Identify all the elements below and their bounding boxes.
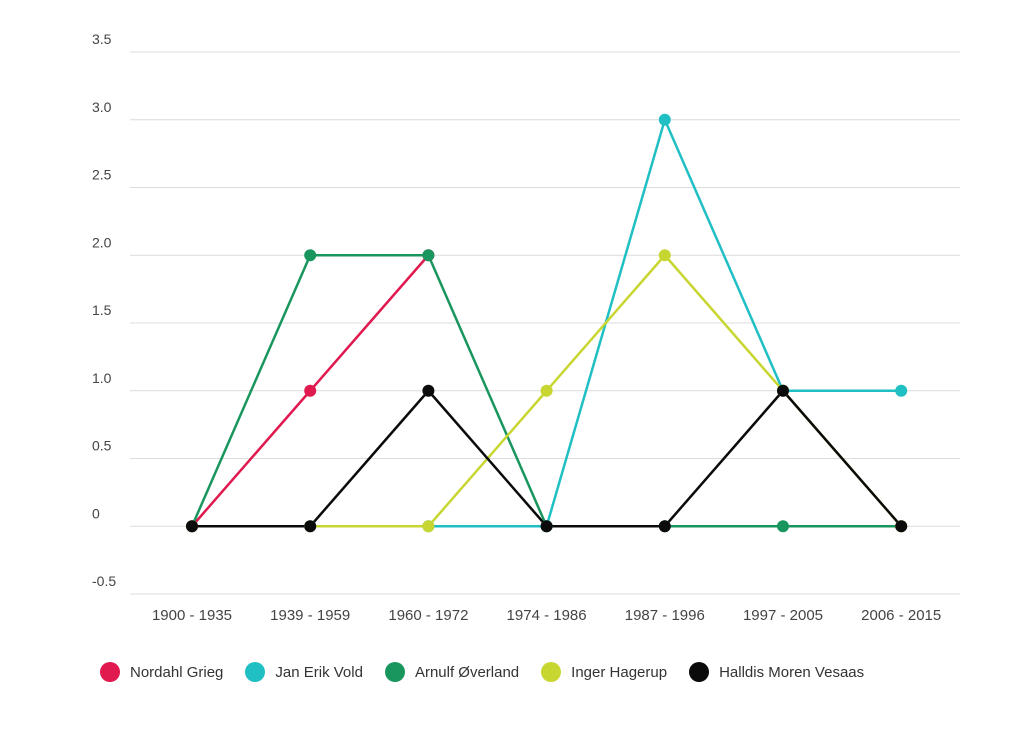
data-point <box>422 249 435 262</box>
legend: Nordahl Grieg Jan Erik Vold Arnulf Øverlan… <box>100 662 864 682</box>
data-point <box>777 520 789 533</box>
data-point <box>658 249 671 262</box>
data-point <box>777 384 789 397</box>
legend-label: Jan Erik Vold <box>275 663 363 681</box>
data-point <box>895 520 908 533</box>
data-point <box>540 520 553 533</box>
data-point <box>186 520 198 533</box>
x-tick-label: 1997 - 2005 <box>743 607 823 624</box>
y-tick-label: 3.5 <box>92 31 112 47</box>
x-tick-label: 1939 - 1959 <box>270 607 350 624</box>
x-axis-ticks: 1900 - 1935 1939 - 1959 1960 - 1972 1974 - … <box>152 607 941 624</box>
data-point <box>895 384 908 397</box>
y-tick-label: 2.0 <box>92 234 112 250</box>
legend-item: Arnulf Øverland <box>384 662 520 682</box>
grid-lines <box>130 51 960 595</box>
data-point <box>422 520 435 533</box>
data-point <box>658 113 671 126</box>
y-tick-label: 2.5 <box>92 167 112 183</box>
legend-item: Inger Hagerup <box>541 662 667 682</box>
legend-label: Halldis Moren Vesaas <box>719 663 865 681</box>
x-tick-label: 1987 - 1996 <box>625 607 705 624</box>
legend-label: Nordahl Grieg <box>130 663 224 681</box>
legend-swatch <box>541 662 562 682</box>
legend-item: Nordahl Grieg <box>100 662 223 682</box>
legend-label: Inger Hagerup <box>571 663 668 681</box>
data-point <box>658 520 671 533</box>
legend-swatch <box>100 662 120 682</box>
legend-item: Jan Erik Vold <box>245 662 363 682</box>
y-tick-label: 0.5 <box>92 438 112 454</box>
series-points <box>186 113 908 533</box>
y-tick-label: 0 <box>92 505 100 521</box>
x-tick-label: 2006 - 2015 <box>861 607 941 624</box>
data-point <box>304 249 317 262</box>
legend-swatch <box>245 662 266 682</box>
data-point <box>304 520 317 533</box>
x-tick-label: 1974 - 1986 <box>507 607 587 624</box>
data-point <box>422 384 435 397</box>
y-axis-ticks: -0.5 0 0.5 1.0 1.5 2.0 2.5 3.0 3.5 <box>92 31 116 589</box>
legend-swatch <box>384 662 405 682</box>
data-point <box>540 384 553 397</box>
data-point <box>304 384 317 397</box>
x-tick-label: 1900 - 1935 <box>152 607 232 624</box>
y-tick-label: 3.0 <box>92 99 112 115</box>
y-tick-label: 1.0 <box>92 370 112 386</box>
legend-label: Arnulf Øverland <box>414 663 520 681</box>
legend-swatch <box>689 662 710 682</box>
y-tick-label: -0.5 <box>92 573 116 589</box>
x-tick-label: 1960 - 1972 <box>388 607 468 624</box>
legend-item: Halldis Moren Vesaas <box>689 662 864 682</box>
y-tick-label: 1.5 <box>92 302 112 318</box>
